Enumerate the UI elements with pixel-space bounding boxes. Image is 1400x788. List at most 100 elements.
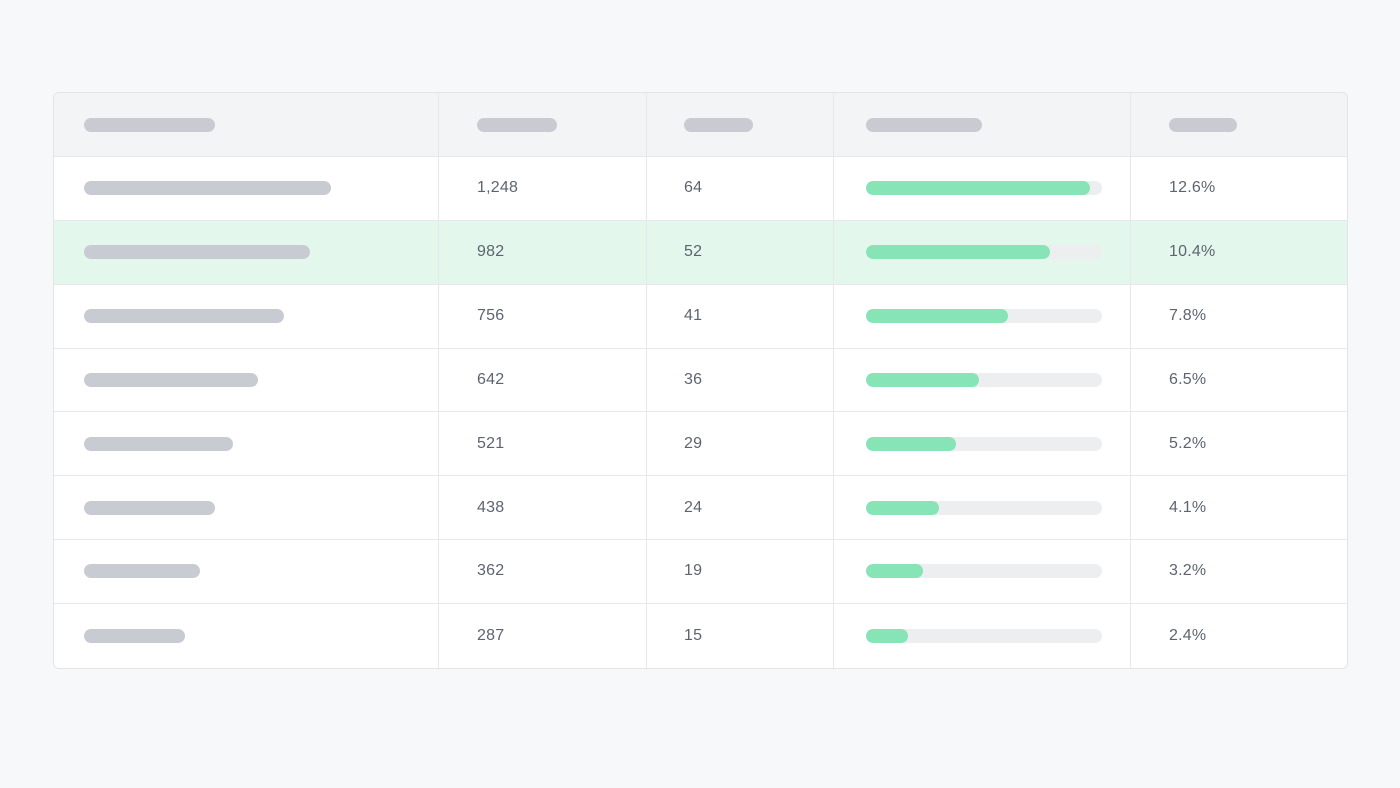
progress-cell	[834, 348, 1131, 412]
progress-cell	[834, 540, 1131, 603]
header-cell-5[interactable]	[1131, 93, 1347, 156]
header-cell-3[interactable]	[647, 93, 834, 156]
percent-value: 10.4%	[1169, 243, 1216, 261]
name-placeholder	[84, 628, 185, 643]
count-value: 756	[477, 307, 505, 325]
progress-cell	[834, 603, 1131, 668]
header-label-placeholder	[477, 117, 557, 132]
value-cell: 287	[439, 603, 647, 668]
progress-bar	[866, 436, 1102, 451]
percent-value: 7.8%	[1169, 307, 1207, 325]
percent-value: 12.6%	[1169, 179, 1216, 197]
percent-cell: 6.5%	[1131, 349, 1347, 412]
progress-bar-fill	[866, 372, 980, 387]
count-value: 521	[477, 434, 505, 452]
table-row[interactable]: 438 24 4.1%	[54, 476, 1347, 541]
progress-cell	[834, 476, 1131, 540]
progress-bar	[866, 628, 1102, 643]
name-cell	[54, 412, 439, 476]
count-value: 642	[477, 370, 505, 388]
header-cell-4[interactable]	[834, 93, 1131, 156]
table-row-selected[interactable]: 982 52 10.4%	[54, 220, 1347, 285]
percent-cell: 7.8%	[1131, 285, 1347, 348]
secondary-value: 64	[684, 179, 703, 197]
progress-bar	[866, 181, 1102, 196]
percent-cell: 10.4%	[1131, 221, 1347, 284]
percent-cell: 3.2%	[1131, 540, 1347, 603]
progress-bar	[866, 372, 1102, 387]
progress-bar-fill	[866, 436, 956, 451]
table-row[interactable]: 642 36 6.5%	[54, 348, 1347, 413]
percent-value: 2.4%	[1169, 626, 1207, 644]
data-table: 1,248 64 12.6% 982 52 10.4% 756 41 7.8% …	[53, 92, 1348, 669]
header-cell-1[interactable]	[54, 93, 439, 156]
name-placeholder	[84, 181, 331, 196]
progress-bar-fill	[866, 181, 1091, 196]
progress-cell	[834, 284, 1131, 348]
percent-cell: 2.4%	[1131, 604, 1347, 668]
name-placeholder	[84, 500, 215, 515]
percent-value: 5.2%	[1169, 434, 1207, 452]
value-cell: 24	[647, 476, 834, 540]
table-row[interactable]: 756 41 7.8%	[54, 284, 1347, 349]
percent-value: 6.5%	[1169, 370, 1207, 388]
value-cell: 438	[439, 476, 647, 540]
progress-bar-fill	[866, 628, 909, 643]
value-cell: 29	[647, 412, 834, 476]
count-value: 287	[477, 626, 505, 644]
progress-bar	[866, 245, 1102, 260]
name-cell	[54, 348, 439, 412]
progress-cell	[834, 157, 1131, 220]
table-row[interactable]: 521 29 5.2%	[54, 412, 1347, 477]
secondary-value: 36	[684, 370, 703, 388]
name-placeholder	[84, 245, 310, 260]
count-value: 982	[477, 243, 505, 261]
progress-bar	[866, 309, 1102, 324]
percent-cell: 4.1%	[1131, 476, 1347, 539]
value-cell: 362	[439, 540, 647, 603]
progress-bar-fill	[866, 500, 940, 515]
progress-bar-fill	[866, 245, 1051, 260]
secondary-value: 15	[684, 626, 703, 644]
name-cell	[54, 284, 439, 348]
name-cell	[54, 220, 439, 284]
value-cell: 982	[439, 220, 647, 284]
table-row[interactable]: 362 19 3.2%	[54, 540, 1347, 604]
name-placeholder	[84, 436, 233, 451]
count-value: 438	[477, 498, 505, 516]
header-label-placeholder	[684, 117, 753, 132]
progress-bar-fill	[866, 309, 1008, 324]
header-cell-2[interactable]	[439, 93, 647, 156]
count-value: 1,248	[477, 179, 519, 197]
header-label-placeholder	[1169, 117, 1237, 132]
percent-value: 4.1%	[1169, 498, 1207, 516]
table-header-row	[54, 93, 1347, 157]
name-placeholder	[84, 372, 258, 387]
value-cell: 19	[647, 540, 834, 603]
percent-cell: 5.2%	[1131, 412, 1347, 475]
name-placeholder	[84, 309, 284, 324]
secondary-value: 24	[684, 498, 703, 516]
value-cell: 756	[439, 284, 647, 348]
header-label-placeholder	[84, 117, 215, 132]
secondary-value: 29	[684, 434, 703, 452]
name-placeholder	[84, 564, 200, 579]
table-row[interactable]: 1,248 64 12.6%	[54, 157, 1347, 221]
progress-cell	[834, 412, 1131, 476]
progress-bar	[866, 564, 1102, 579]
progress-cell	[834, 220, 1131, 284]
name-cell	[54, 157, 439, 220]
value-cell: 642	[439, 348, 647, 412]
progress-bar	[866, 500, 1102, 515]
table-row[interactable]: 287 15 2.4%	[54, 603, 1347, 668]
value-cell: 521	[439, 412, 647, 476]
progress-bar-fill	[866, 564, 923, 579]
value-cell: 52	[647, 220, 834, 284]
value-cell: 15	[647, 603, 834, 668]
header-label-placeholder	[866, 117, 982, 132]
percent-cell: 12.6%	[1131, 157, 1347, 220]
count-value: 362	[477, 562, 505, 580]
secondary-value: 19	[684, 562, 703, 580]
value-cell: 64	[647, 157, 834, 220]
percent-value: 3.2%	[1169, 562, 1207, 580]
